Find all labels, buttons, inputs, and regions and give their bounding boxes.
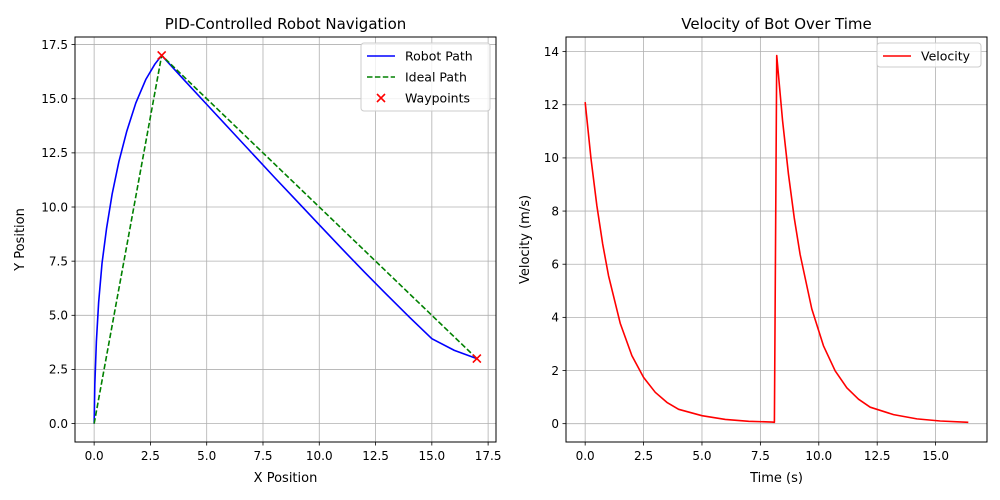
velocity-chart-legend-box [876,42,982,68]
velocity-chart-y-tick-label: 0 [551,417,559,431]
path-chart-x-tick-label: 10.0 [306,449,333,463]
velocity-chart-x-axis-label: Time (s) [749,471,803,486]
path-chart-plot-area [93,50,482,424]
path-chart: 0.0 2.5 5.0 7.5 10.0 12.5 15.0 17.5 0.0 2.5 5.0 7.5… [13,15,501,486]
legend-velocity-label: Velocity [921,49,971,64]
legend-waypoints-marker [376,93,386,103]
velocity-chart-y-tick-label: 2 [551,364,559,378]
path-chart-x-tick-label: 2.5 [141,449,160,463]
legend-waypoints-label: Waypoints [405,91,470,106]
path-chart-x-tick-label: 5.0 [197,449,216,463]
series-velocity-line [584,54,969,424]
velocity-chart-ticks: 0.0 2.5 5.0 7.5 10.0 12.5 15.0 0 2 4 6 8 10 12 14 [544,45,949,463]
path-chart-legend: Robot Path Ideal Path Waypoints [360,42,491,112]
legend-robot-path-label: Robot Path [405,49,473,64]
velocity-chart-y-tick-label: 4 [551,311,559,325]
velocity-chart-x-tick-label: 5.0 [692,449,711,463]
velocity-chart-x-tick-label: 2.5 [634,449,653,463]
path-chart-x-tick-label: 15.0 [418,449,445,463]
velocity-chart-title: Velocity of Bot Over Time [681,15,872,33]
path-chart-y-tick-label: 12.5 [41,146,68,160]
path-chart-y-tick-label: 0.0 [49,417,68,431]
velocity-chart-legend: Velocity [876,42,982,68]
velocity-chart-plot-area [584,54,969,424]
velocity-chart-y-axis-label: Velocity (m/s) [518,195,533,284]
path-chart-y-tick-label: 7.5 [49,254,68,268]
path-chart-axes-frame [74,36,497,443]
velocity-chart-axes-frame [565,36,988,443]
velocity-chart-x-tick-label: 10.0 [805,449,832,463]
path-chart-y-axis-label: Y Position [13,208,28,272]
velocity-chart-x-tick-label: 15.0 [922,449,949,463]
waypoint-marker [472,354,482,364]
legend-ideal-path-label: Ideal Path [405,70,467,85]
velocity-chart-y-tick-label: 10 [544,151,559,165]
velocity-chart-x-tick-label: 0.0 [576,449,595,463]
velocity-chart-y-tick-label: 6 [551,258,559,272]
velocity-chart-y-tick-label: 14 [544,45,559,59]
path-chart-x-tick-label: 0.0 [85,449,104,463]
path-chart-y-tick-label: 5.0 [49,309,68,323]
path-chart-y-tick-label: 17.5 [41,38,68,52]
velocity-chart: 0.0 2.5 5.0 7.5 10.0 12.5 15.0 0 2 4 6 8 10 12 14 Velo… [518,15,988,486]
series-robot-path-line [93,54,478,424]
path-chart-x-axis-label: X Position [254,471,318,486]
path-chart-y-tick-label: 10.0 [41,200,68,214]
path-chart-y-tick-label: 2.5 [49,363,68,377]
path-chart-x-tick-label: 7.5 [253,449,272,463]
path-chart-x-tick-label: 17.5 [475,449,502,463]
path-chart-legend-box [360,42,491,112]
path-chart-y-tick-label: 15.0 [41,92,68,106]
waypoint-marker [157,50,167,60]
velocity-chart-y-tick-label: 12 [544,98,559,112]
legend-waypoint-x [376,93,386,103]
velocity-chart-x-tick-label: 12.5 [864,449,891,463]
path-chart-x-tick-label: 12.5 [362,449,389,463]
path-chart-title: PID-Controlled Robot Navigation [165,15,407,33]
path-chart-ticks: 0.0 2.5 5.0 7.5 10.0 12.5 15.0 17.5 0.0 2.5 5.0 7.5… [41,38,501,463]
velocity-chart-y-tick-label: 8 [551,204,559,218]
velocity-chart-x-tick-label: 7.5 [751,449,770,463]
